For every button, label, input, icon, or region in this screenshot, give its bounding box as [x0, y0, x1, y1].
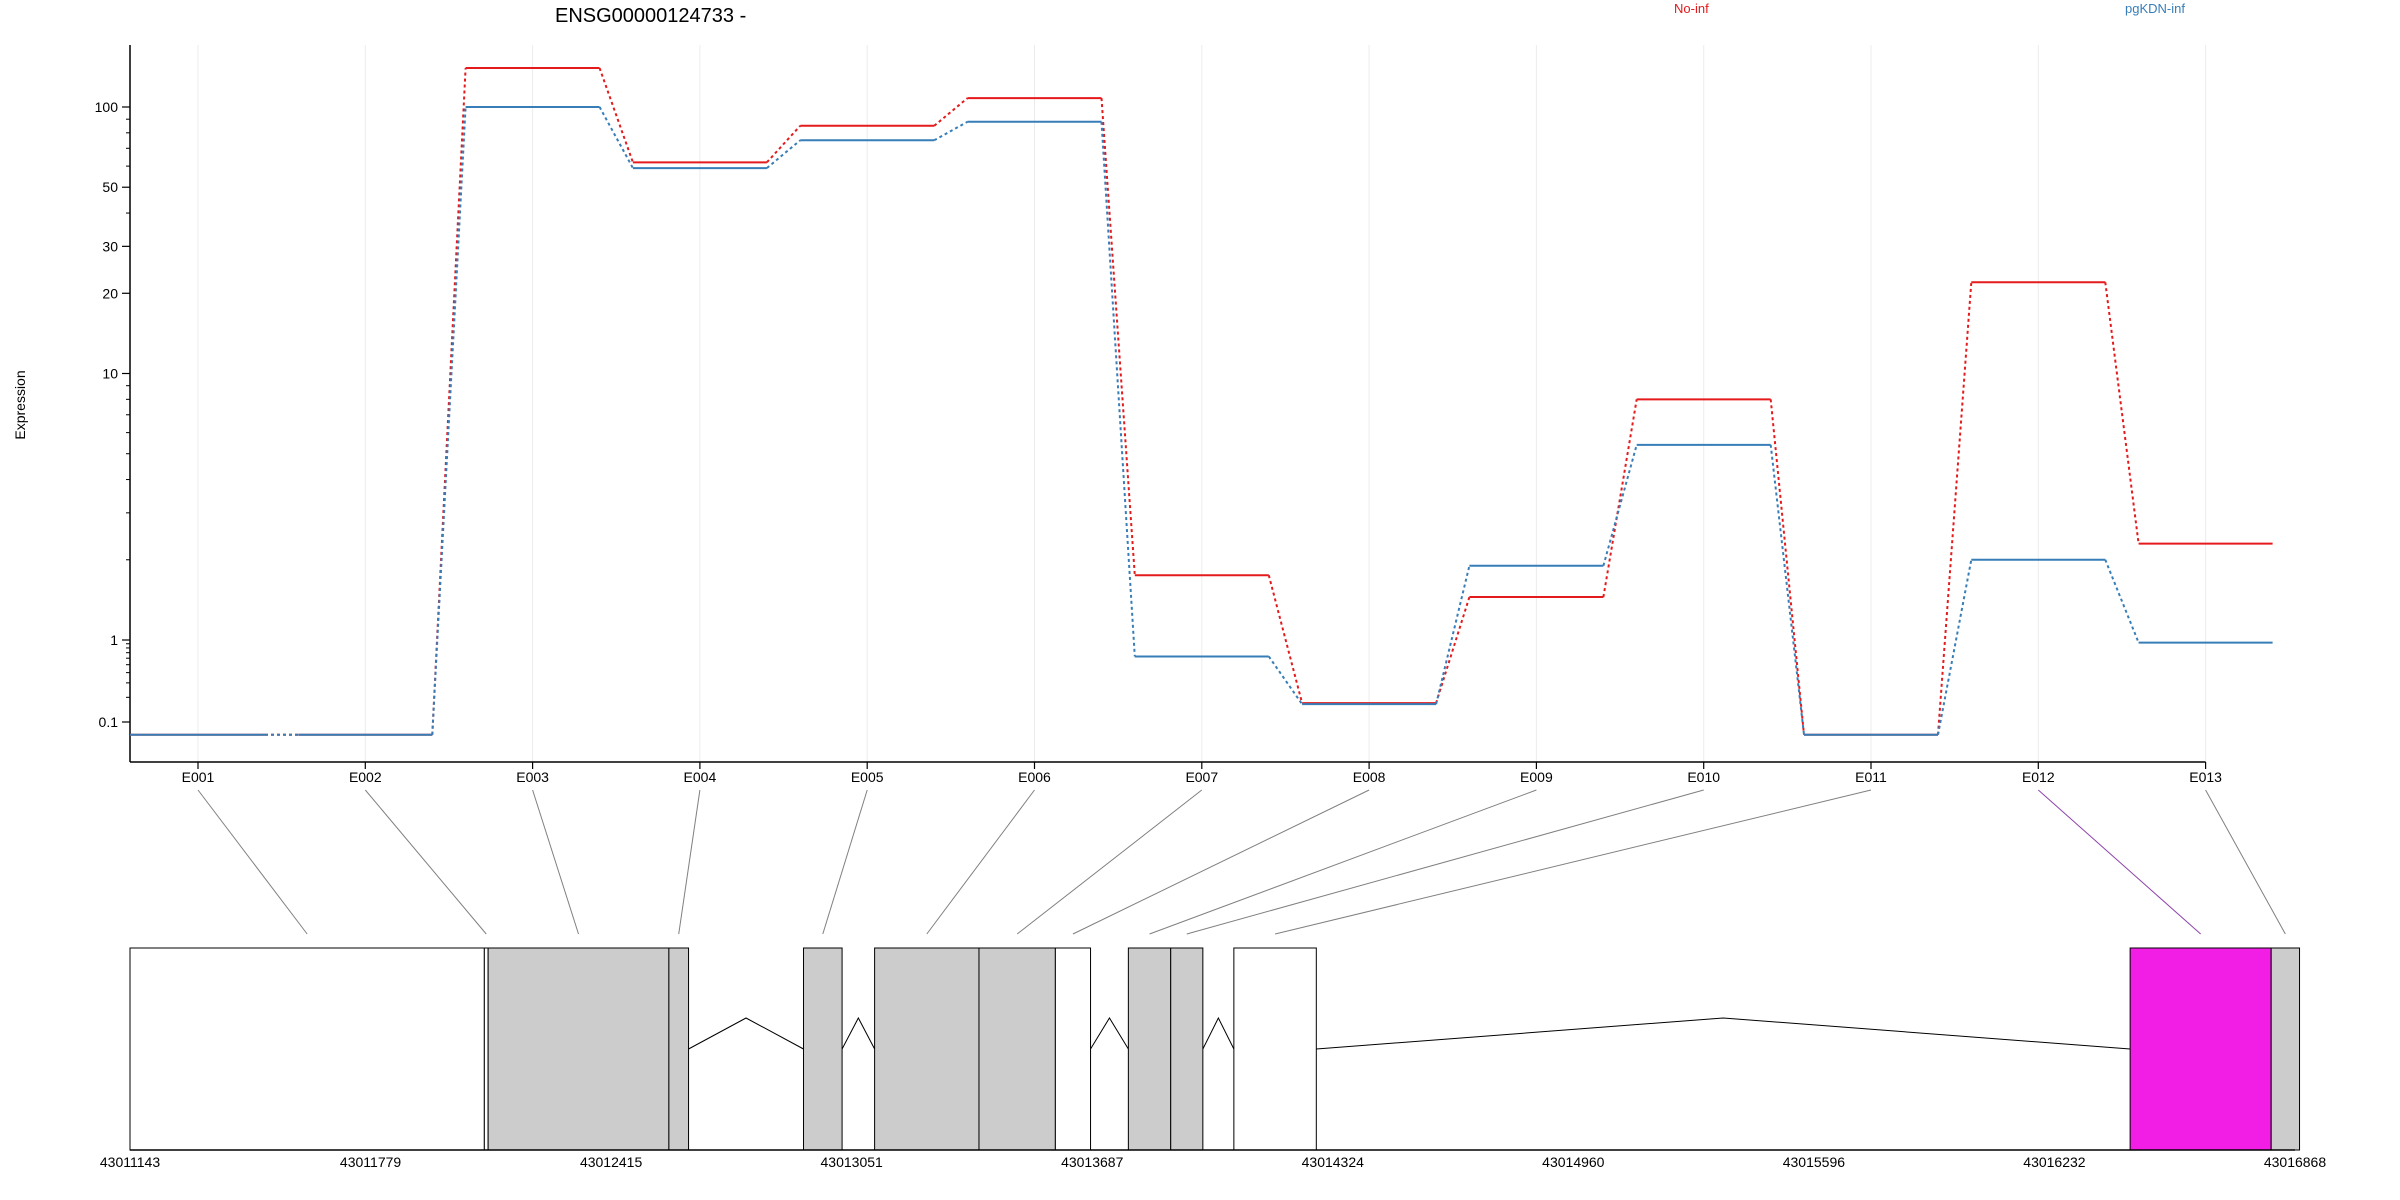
series-1-connector — [1435, 565, 1471, 705]
series-0-connector — [1435, 596, 1471, 704]
grid — [197, 45, 2207, 762]
genomic-tick-label: 43014960 — [1542, 1154, 1605, 1170]
exon-box-e009 — [1127, 947, 1172, 1151]
y-tick-label: 0.1 — [99, 714, 119, 730]
genomic-tick-label: 43016868 — [2264, 1154, 2327, 1170]
series-1-connector — [1100, 121, 1136, 657]
x-tick-label-e005: E005 — [851, 769, 884, 785]
genomic-tick-label: 43011779 — [340, 1154, 401, 1170]
series-0-connector — [933, 97, 969, 127]
genomic-tick-label: 43013687 — [1061, 1154, 1124, 1170]
series-1-connector — [1267, 655, 1303, 705]
x-tick-label-e009: E009 — [1520, 769, 1553, 785]
x-tick-label-e002: E002 — [349, 769, 382, 785]
connector-e008 — [1072, 789, 1370, 935]
exon-connectors — [197, 789, 2286, 935]
series-lines — [130, 67, 2273, 736]
x-tick-label-e011: E011 — [1855, 769, 1887, 785]
axes: 0.1 1 10 20 30 50 100 E001 E002 E003 E004 E005 E006 E… — [95, 45, 2222, 785]
x-tick-label-e008: E008 — [1353, 769, 1386, 785]
connector-e002 — [364, 789, 487, 935]
series-0-connector — [1100, 98, 1136, 576]
x-tick-label-e013: E013 — [2189, 769, 2222, 785]
exon-box-e002 — [483, 947, 489, 1151]
series-0-connector — [1769, 399, 1805, 735]
intron-line — [1202, 1016, 1235, 1050]
series-1-connector — [1769, 444, 1805, 735]
series-1-connector — [766, 139, 801, 169]
y-tick-label: 20 — [102, 285, 118, 301]
series-0-connector — [431, 68, 467, 735]
series-1-connector — [933, 120, 968, 142]
genomic-tick-label: 43012415 — [580, 1154, 643, 1170]
x-tick-label-e006: E006 — [1018, 769, 1051, 785]
exon-box-e007 — [978, 947, 1056, 1151]
intron-line — [1316, 1017, 2131, 1050]
connector-e012 — [2037, 789, 2201, 935]
exon-box-e004 — [668, 947, 690, 1151]
series-1-connector — [1602, 444, 1638, 566]
connector-e001 — [197, 789, 308, 935]
connector-e010 — [1186, 789, 1704, 935]
genomic-tick-label: 43011143 — [100, 1154, 160, 1170]
intron-line — [688, 1017, 804, 1050]
x-tick-label-e004: E004 — [684, 769, 717, 785]
genomic-tick-label: 43014324 — [1302, 1154, 1365, 1170]
x-tick-label-e001: E001 — [182, 769, 215, 785]
exon-box-e013 — [2270, 947, 2301, 1151]
gene-model — [129, 947, 2301, 1151]
series-1-connector — [2104, 559, 2140, 643]
y-tick-label: 30 — [102, 238, 118, 254]
genomic-tick-label: 43013051 — [821, 1154, 884, 1170]
series-0-connector — [598, 67, 634, 163]
y-tick-label: 10 — [102, 366, 118, 382]
series-1-connector — [1937, 559, 1973, 735]
legend-pgkdn-inf: pgKDN-inf — [2125, 1, 2185, 16]
y-tick-label: 1 — [110, 632, 118, 648]
connector-e006 — [926, 789, 1035, 935]
series-0-connector — [1602, 399, 1638, 598]
y-tick-label: 50 — [102, 179, 118, 195]
intron-line — [1090, 1017, 1129, 1050]
exon-box-e010 — [1170, 947, 1204, 1151]
exon-box-e012 — [2129, 947, 2272, 1151]
intron-line — [841, 1016, 876, 1050]
series-0-connector — [2104, 282, 2140, 544]
x-tick-label-e003: E003 — [516, 769, 549, 785]
connector-e005 — [822, 789, 868, 935]
x-tick-label-e010: E010 — [1687, 769, 1720, 785]
exon-box-e005 — [803, 947, 843, 1151]
series-1-connector — [431, 106, 467, 735]
x-tick-label-e007: E007 — [1185, 769, 1218, 785]
y-tick-label: 100 — [95, 99, 119, 115]
chart-title: ENSG00000124733 - — [555, 5, 746, 27]
exon-box-e003 — [487, 947, 670, 1151]
genomic-tick-label: 43016232 — [2023, 1154, 2086, 1170]
connector-e013 — [2205, 789, 2286, 935]
connector-e003 — [532, 789, 579, 935]
connector-e007 — [1016, 789, 1203, 935]
series-0-connector — [1267, 574, 1304, 704]
y-axis-label: Expression — [12, 370, 28, 439]
genomic-tick-label: 43015596 — [1783, 1154, 1846, 1170]
connector-e009 — [1149, 789, 1537, 935]
exon-box-e008 — [1054, 947, 1092, 1151]
connector-e004 — [678, 789, 701, 935]
connector-e011 — [1274, 789, 1872, 935]
exon-box-e006 — [874, 947, 980, 1151]
series-0-connector — [1937, 282, 1973, 735]
exon-box-e011 — [1233, 947, 1317, 1151]
genomic-axis: 43011143 43011779 43012415 43013051 43013687… — [100, 1149, 2327, 1170]
exon-box-e001 — [129, 947, 485, 1151]
series-0-connector — [766, 125, 801, 164]
legend-no-inf: No-inf — [1674, 1, 1709, 16]
x-tick-label-e012: E012 — [2022, 769, 2055, 785]
